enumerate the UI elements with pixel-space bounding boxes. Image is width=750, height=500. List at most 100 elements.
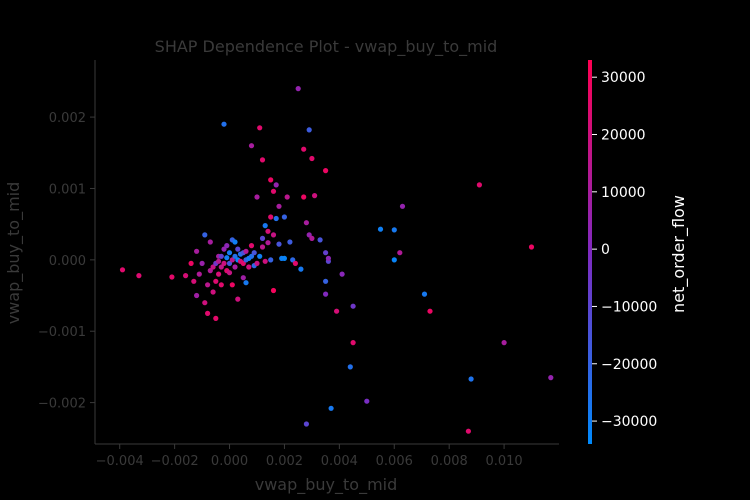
scatter-point [218,253,224,259]
scatter-point [303,220,309,226]
scatter-point [391,257,397,263]
colorbar-tick-label: 30000 [601,70,646,86]
scatter-point [309,235,315,241]
scatter-point [427,308,433,314]
scatter-point [254,260,260,266]
scatter-point [312,193,318,199]
scatter-point [397,250,403,256]
scatter-point [323,168,329,174]
colorbar-tick-label: 0 [601,242,610,258]
scatter-point [377,226,384,232]
scatter-point [248,243,255,249]
scatter-point [188,260,194,266]
scatter-point [334,308,340,314]
scatter-point [301,146,307,152]
scatter-point [229,257,235,263]
x-tick-label: 0.002 [266,454,303,469]
y-tick-label: 0.001 [49,182,86,197]
scatter-point [309,155,315,162]
scatter-point [232,239,238,245]
scatter-point [303,421,309,427]
scatter-point [268,257,274,263]
x-tick-label: 0.000 [211,454,248,469]
scatter-point [232,253,238,259]
scatter-point [292,260,298,266]
colorbar [588,60,592,444]
scatter-point [501,340,507,346]
x-tick-label: −0.004 [96,454,144,469]
scatter-point [325,255,331,261]
plot-axes [94,60,559,445]
scatter-point [364,398,370,404]
scatter-point [205,310,211,316]
scatter-point [221,121,227,127]
colorbar-label: net_order_flow [669,195,689,313]
scatter-point [259,235,266,241]
y-tick-label: 0.000 [49,254,86,269]
scatter-point [232,264,238,270]
scatter-point [243,248,249,254]
scatter-point [339,271,345,277]
scatter-point [290,257,296,263]
scatter-point [323,250,329,256]
scatter-point [235,246,241,252]
scatter-point [202,232,208,238]
scatter-point [465,428,471,434]
scatter-point [226,270,233,276]
scatter-point [257,125,263,131]
scatter-point [476,182,482,188]
scatter-point [202,300,208,306]
scatter-point [259,244,266,250]
scatter-point [347,364,353,370]
scatter-point [328,405,334,411]
scatter-point [270,188,277,194]
scatter-point [226,250,233,256]
scatter-point [262,258,268,264]
x-tick-label: −0.002 [151,454,199,469]
scatter-point [243,280,249,286]
scatter-point [323,278,329,284]
scatter-point [183,273,189,279]
scatter-point [136,273,142,279]
colorbar-tick-label: 10000 [601,185,646,201]
x-tick-label: 0.006 [376,454,413,469]
x-tick-label: 0.008 [431,454,468,469]
y-tick-label: −0.001 [38,325,86,340]
scatter-point [251,250,257,256]
y-tick-label: 0.002 [49,111,86,126]
scatter-point [191,278,197,284]
scatter-point [268,214,274,220]
scatter-point [254,194,260,200]
scatter-point [287,239,293,245]
x-tick-label: 0.004 [321,454,358,469]
scatter-point [528,244,535,250]
scatter-point [221,260,227,266]
scatter-point [276,241,282,247]
scatter-point [281,255,287,261]
scatter-point [323,291,329,297]
scatter-point [421,291,428,297]
scatter-point [207,268,213,274]
scatter-point [273,182,279,188]
scatter-point [213,315,219,321]
chart-title: SHAP Dependence Plot - vwap_buy_to_mid [155,37,498,57]
scatter-point [248,143,255,149]
scatter-point [248,253,255,259]
scatter-point [276,203,282,209]
scatter-point [213,278,219,284]
scatter-point [262,223,268,229]
scatter-point [350,340,356,346]
scatter-point [229,282,235,288]
scatter-points [119,86,554,434]
scatter-point [257,253,263,259]
scatter-point [350,303,356,309]
y-axis-ticks: −0.002 −0.001 0.000 0.001 0.002 [38,111,95,412]
scatter-point [119,267,126,273]
scatter-point [265,240,271,246]
scatter-point [273,215,279,222]
y-tick-label: −0.002 [38,397,86,412]
scatter-point [301,194,307,200]
scatter-point [221,246,227,252]
scatter-point [205,282,211,288]
